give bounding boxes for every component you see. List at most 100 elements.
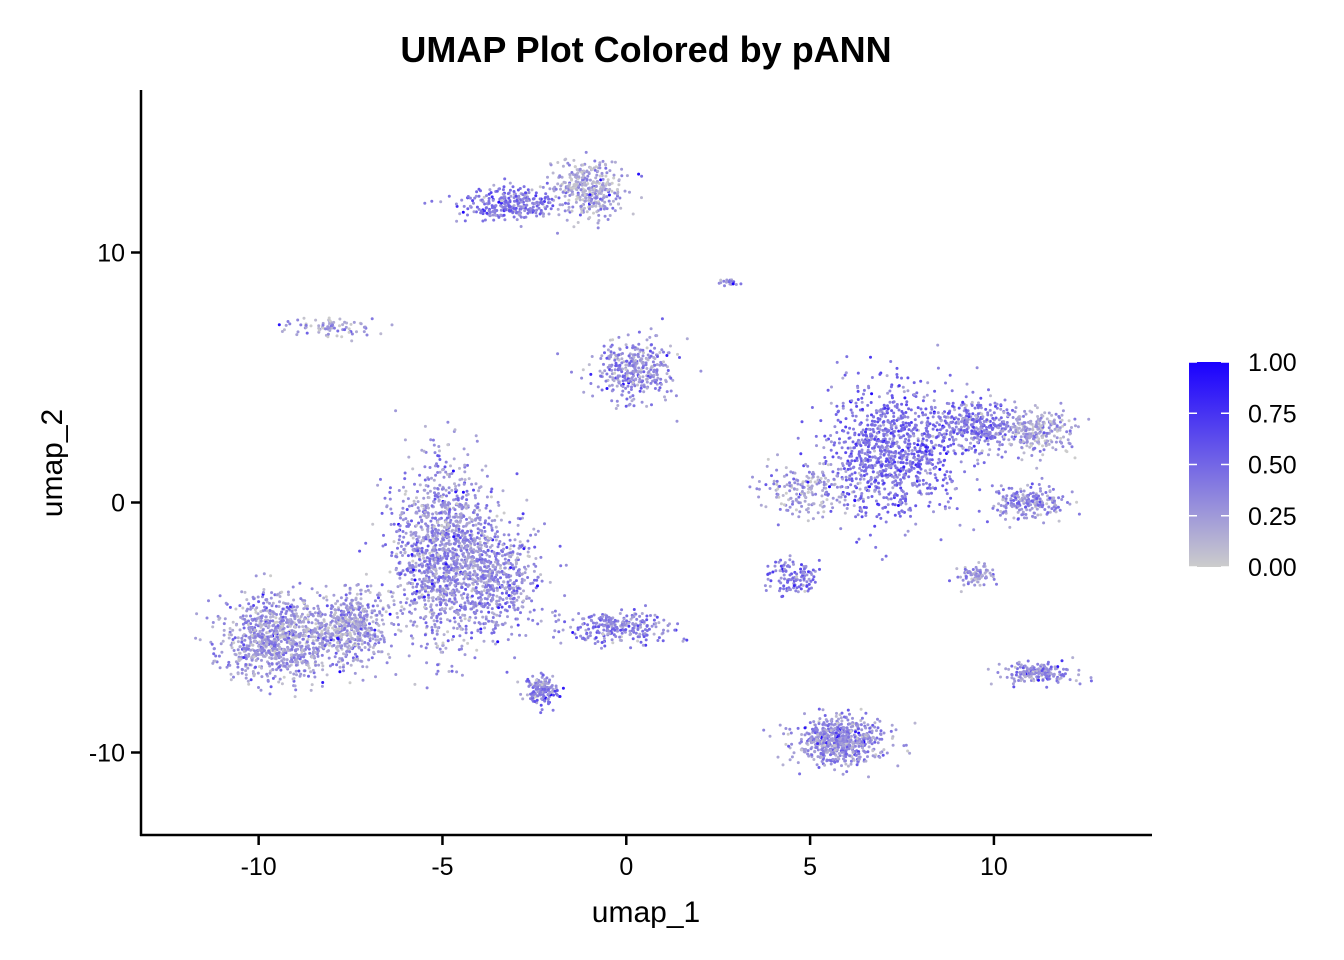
scatter-point: [458, 466, 461, 470]
scatter-point: [589, 631, 592, 635]
scatter-point: [591, 394, 595, 398]
scatter-point: [417, 569, 421, 573]
scatter-point: [297, 625, 301, 629]
scatter-point: [388, 570, 392, 574]
scatter-point: [929, 405, 933, 409]
scatter-point: [491, 198, 495, 202]
scatter-point: [489, 523, 493, 527]
scatter-point: [481, 200, 485, 204]
scatter-point: [284, 323, 288, 327]
scatter-point: [637, 172, 641, 176]
scatter-point: [445, 557, 449, 561]
scatter-point: [368, 591, 372, 594]
scatter-point: [348, 681, 352, 685]
scatter-point: [360, 604, 364, 608]
scatter-point: [435, 672, 439, 676]
scatter-point: [480, 209, 483, 213]
scatter-point: [478, 543, 482, 547]
scatter-point: [513, 656, 517, 660]
scatter-point: [270, 662, 274, 666]
scatter-point: [553, 689, 557, 693]
scatter-point: [571, 618, 575, 622]
scatter-point: [610, 189, 614, 193]
scatter-point: [468, 196, 472, 200]
scatter-point: [413, 482, 416, 486]
scatter-point: [610, 638, 614, 642]
scatter-point: [570, 370, 573, 374]
scatter-point: [605, 207, 609, 211]
scatter-point: [535, 214, 539, 218]
scatter-point: [600, 371, 604, 375]
scatter-point: [234, 653, 238, 657]
scatter-point: [499, 576, 502, 580]
scatter-point: [322, 618, 326, 622]
scatter-point: [255, 606, 259, 610]
scatter-point: [339, 638, 343, 642]
scatter-point: [316, 654, 320, 658]
scatter-point: [286, 320, 290, 323]
scatter-point: [539, 619, 543, 623]
scatter-point: [455, 670, 459, 674]
scatter-point: [344, 583, 347, 587]
scatter-point: [343, 642, 347, 646]
scatter-point: [580, 176, 584, 180]
scatter-point: [658, 351, 662, 354]
scatter-point: [422, 595, 426, 599]
scatter-point: [624, 404, 628, 408]
scatter-point: [435, 632, 439, 636]
scatter-point: [635, 361, 639, 365]
scatter-point: [411, 559, 415, 563]
scatter-point: [426, 515, 430, 519]
scatter-point: [302, 673, 306, 677]
scatter-point: [418, 473, 422, 477]
scatter-point: [332, 593, 336, 597]
scatter-point: [490, 487, 494, 491]
scatter-point: [281, 615, 285, 619]
scatter-point: [522, 216, 526, 219]
scatter-point: [905, 400, 909, 404]
scatter-point: [553, 609, 557, 613]
scatter-point: [288, 322, 292, 326]
scatter-point: [482, 581, 486, 585]
scatter-point: [376, 650, 380, 654]
scatter-point: [453, 542, 457, 546]
scatter-point: [678, 356, 681, 359]
scatter-point: [471, 511, 475, 514]
scatter-point: [508, 205, 512, 209]
scatter-point: [666, 369, 670, 372]
scatter-point: [436, 561, 440, 565]
scatter-point: [304, 661, 308, 665]
scatter-point: [414, 534, 418, 538]
scatter-point: [476, 513, 479, 517]
scatter-point: [444, 488, 448, 492]
scatter-point: [463, 219, 467, 223]
scatter-point: [368, 639, 372, 643]
scatter-point: [313, 611, 317, 615]
scatter-point: [454, 490, 458, 494]
scatter-point: [397, 623, 400, 627]
scatter-point: [478, 556, 482, 560]
scatter-point: [275, 668, 278, 672]
scatter-point: [333, 613, 336, 617]
scatter-point: [356, 635, 360, 639]
scatter-point: [333, 628, 337, 632]
scatter-point: [259, 625, 263, 629]
scatter-point: [468, 533, 472, 537]
scatter-point: [462, 537, 466, 541]
scatter-point: [461, 490, 465, 494]
scatter-point: [633, 353, 637, 357]
scatter-point: [566, 184, 570, 188]
scatter-point: [860, 469, 864, 472]
scatter-point: [533, 545, 537, 549]
scatter-point: [645, 629, 649, 633]
scatter-point: [436, 531, 440, 535]
scatter-point: [344, 653, 348, 657]
scatter-point: [665, 390, 669, 394]
scatter-point: [491, 616, 495, 619]
scatter-point: [423, 560, 426, 563]
scatter-point: [446, 420, 450, 424]
scatter-point: [490, 631, 494, 635]
scatter-point: [473, 543, 477, 547]
scatter-point: [321, 639, 324, 643]
scatter-point: [495, 613, 499, 617]
